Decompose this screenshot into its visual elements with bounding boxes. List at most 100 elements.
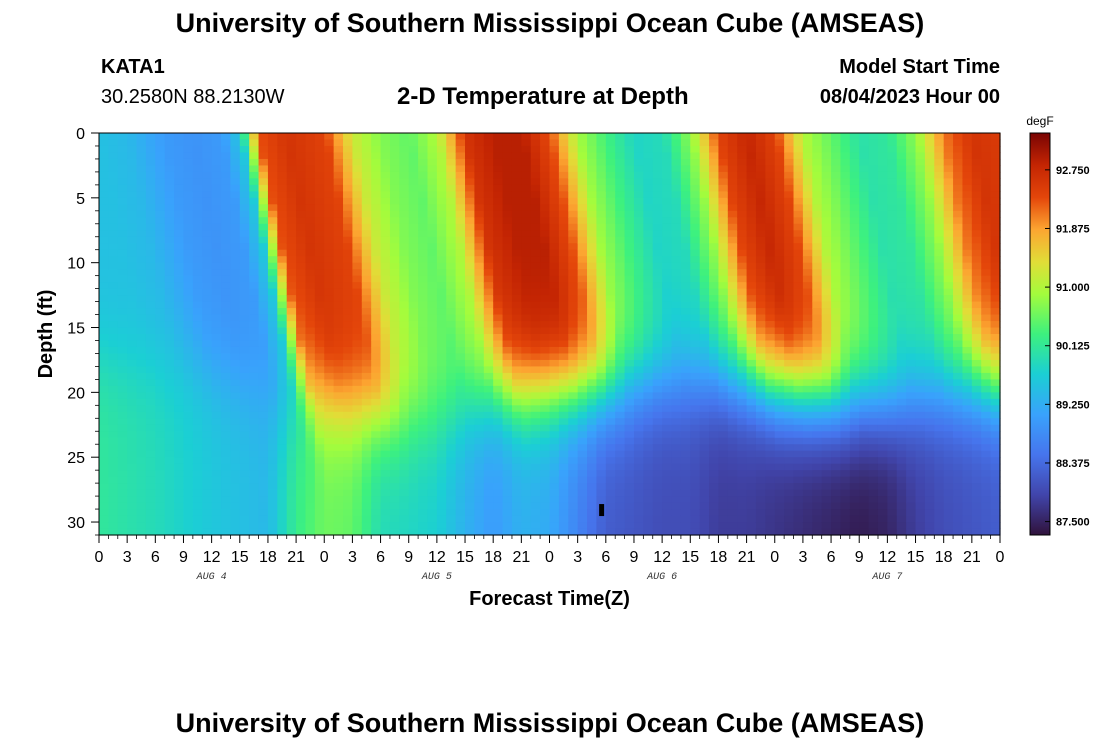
heatmap-cell <box>849 158 860 167</box>
heatmap-cell <box>662 385 673 393</box>
heatmap-cell <box>709 256 720 264</box>
heatmap-cell <box>117 236 128 244</box>
heatmap-cell <box>145 321 156 329</box>
heatmap-cell <box>145 463 156 471</box>
heatmap-cell <box>755 515 766 523</box>
heatmap-cell <box>183 450 194 458</box>
heatmap-cell <box>380 359 391 368</box>
heatmap-cell <box>596 346 607 355</box>
heatmap-cell <box>183 515 194 523</box>
heatmap-cell <box>465 528 476 536</box>
heatmap-cell <box>155 165 166 173</box>
heatmap-cell <box>183 424 194 432</box>
heatmap-cell <box>521 385 532 393</box>
heatmap-cell <box>436 444 447 452</box>
heatmap-cell <box>530 249 541 257</box>
heatmap-cell <box>239 470 250 478</box>
heatmap-cell <box>568 256 579 264</box>
heatmap-cell <box>455 522 466 530</box>
heatmap-cell <box>558 346 569 355</box>
heatmap-cell <box>774 210 785 218</box>
heatmap-cell <box>774 496 785 504</box>
heatmap-cell <box>690 509 701 517</box>
heatmap-cell <box>802 230 813 238</box>
heatmap-cell <box>183 282 194 290</box>
heatmap-cell <box>277 282 288 290</box>
heatmap-cell <box>493 308 504 316</box>
heatmap-cell <box>202 457 213 465</box>
heatmap-cell <box>812 158 823 167</box>
heatmap-cell <box>662 483 673 491</box>
heatmap-cell <box>324 431 335 439</box>
heatmap-cell <box>174 133 185 141</box>
heatmap-cell <box>587 483 598 491</box>
heatmap-cell <box>746 379 757 387</box>
heatmap-cell <box>718 489 729 497</box>
heatmap-cell <box>418 385 429 393</box>
heatmap-cell <box>549 346 560 355</box>
heatmap-cell <box>633 528 644 536</box>
heatmap-cell <box>483 171 494 179</box>
heatmap-cell <box>765 133 776 141</box>
heatmap-cell <box>765 463 776 471</box>
heatmap-cell <box>774 392 785 400</box>
heatmap-cell <box>821 346 832 355</box>
heatmap-cell <box>587 444 598 452</box>
heatmap-cell <box>662 243 673 251</box>
heatmap-cell <box>267 353 278 361</box>
heatmap-cell <box>755 359 766 368</box>
heatmap-cell <box>296 223 307 231</box>
heatmap-cell <box>136 223 147 231</box>
heatmap-cell <box>690 282 701 290</box>
heatmap-cell <box>399 139 410 147</box>
heatmap-cell <box>164 249 175 257</box>
heatmap-cell <box>765 288 776 296</box>
heatmap-cell <box>324 470 335 478</box>
heatmap-cell <box>249 314 260 322</box>
heatmap-cell <box>831 353 842 361</box>
heatmap-cell <box>108 470 119 478</box>
heatmap-cell <box>108 489 119 497</box>
heatmap-cell <box>568 418 579 426</box>
heatmap-cell <box>427 346 438 355</box>
heatmap-cell <box>727 152 738 160</box>
heatmap-cell <box>784 502 795 510</box>
heatmap-cell <box>343 217 354 225</box>
heatmap-cell <box>624 496 635 504</box>
heatmap-cell <box>427 470 438 478</box>
heatmap-cell <box>680 398 691 406</box>
heatmap-cell <box>680 197 691 205</box>
heatmap-cell <box>286 334 297 342</box>
heatmap-cell <box>831 282 842 290</box>
heatmap-cell <box>709 372 720 380</box>
heatmap-cell <box>324 418 335 426</box>
heatmap-cell <box>371 165 382 173</box>
heatmap-cell <box>746 145 757 154</box>
heatmap-cell <box>493 301 504 309</box>
heatmap-cell <box>305 470 316 478</box>
heatmap-cell <box>211 346 222 355</box>
heatmap-cell <box>202 256 213 264</box>
heatmap-cell <box>314 210 325 218</box>
heatmap-cell <box>671 444 682 452</box>
heatmap-cell <box>211 321 222 329</box>
heatmap-cell <box>549 496 560 504</box>
heatmap-cell <box>436 256 447 264</box>
heatmap-cell <box>511 165 522 173</box>
heatmap-cell <box>840 444 851 452</box>
heatmap-cell <box>286 145 297 154</box>
heatmap-cell <box>446 353 457 361</box>
heatmap-cell <box>305 295 316 303</box>
heatmap-cell <box>568 152 579 160</box>
heatmap-cell <box>117 366 128 374</box>
heatmap-cell <box>765 379 776 387</box>
heatmap-cell <box>436 165 447 173</box>
heatmap-cell <box>680 314 691 322</box>
heatmap-cell <box>727 372 738 380</box>
heatmap-cell <box>746 450 757 458</box>
heatmap-cell <box>333 230 344 238</box>
heatmap-cell <box>145 359 156 368</box>
heatmap-cell <box>183 327 194 335</box>
heatmap-cell <box>587 334 598 342</box>
heatmap-cell <box>699 145 710 154</box>
